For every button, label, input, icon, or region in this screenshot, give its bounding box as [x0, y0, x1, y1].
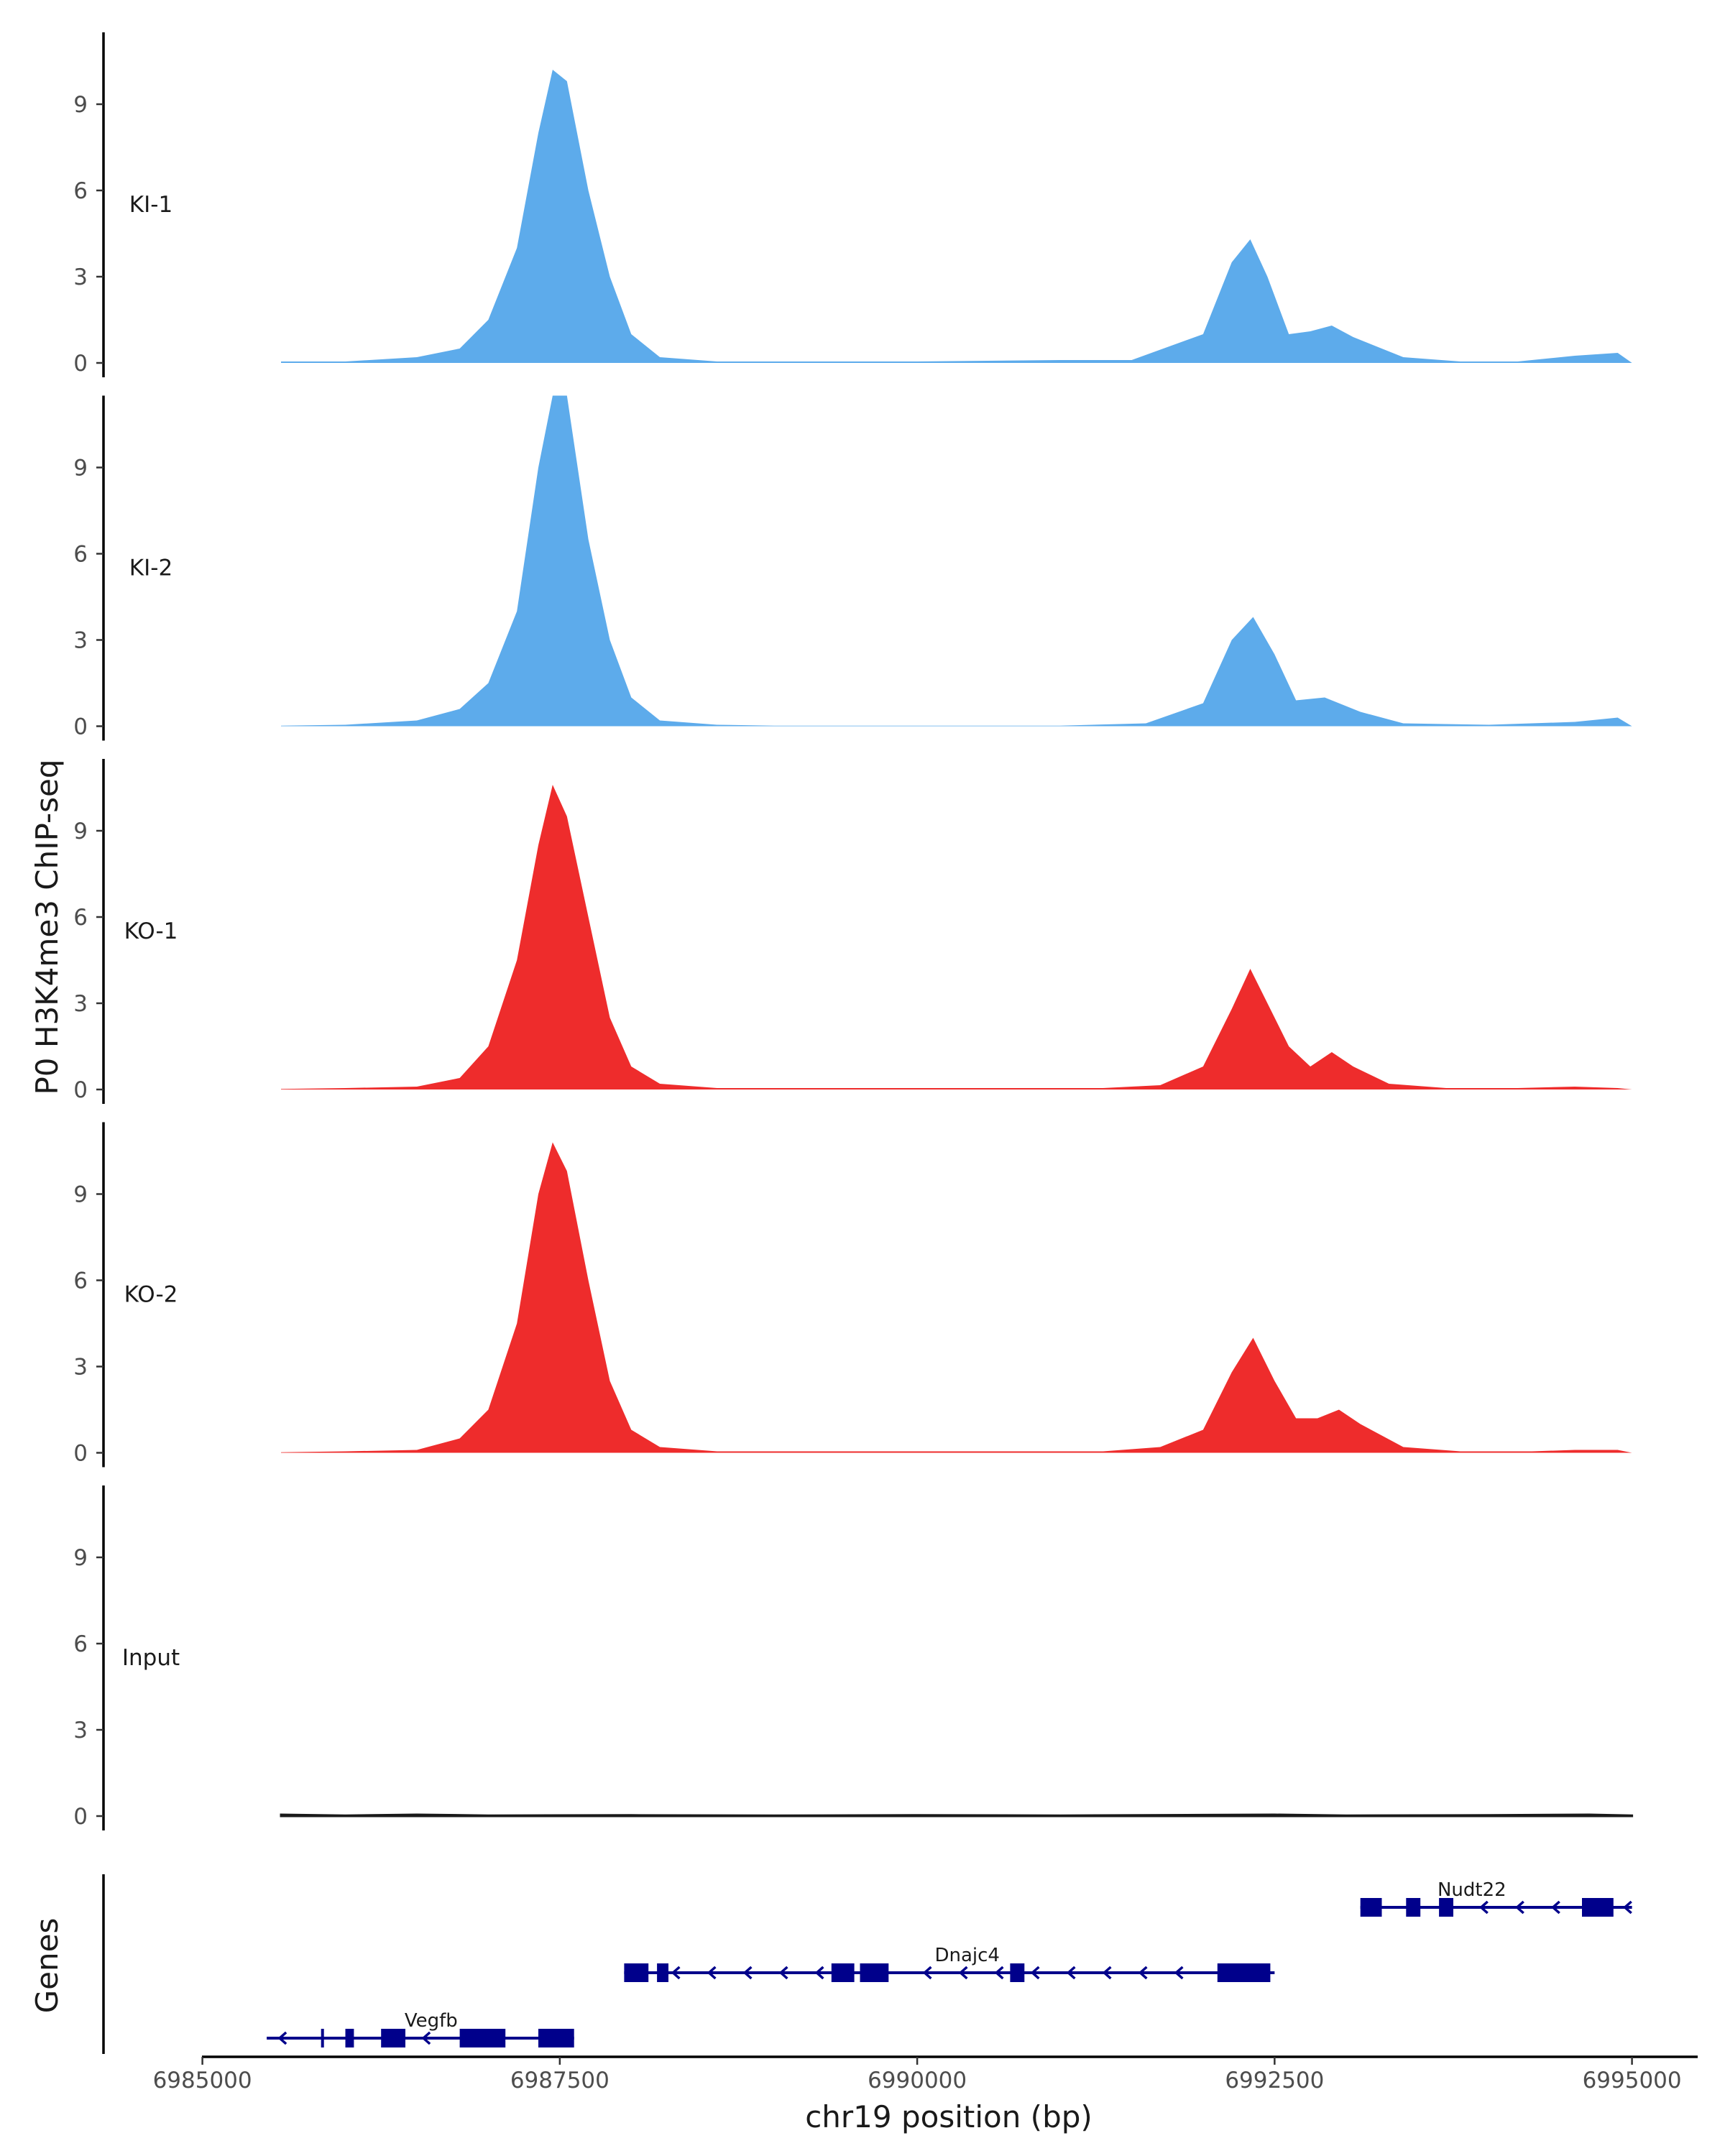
y-tick-label: 3 [73, 1718, 88, 1743]
strand-chevron [1174, 1966, 1184, 1980]
strand-chevron [1623, 1900, 1632, 1915]
y-tick-label: 3 [73, 264, 88, 290]
y-tick-label: 3 [73, 628, 88, 654]
y-tick-label: 0 [73, 1804, 88, 1830]
x-tick-label: 6990000 [868, 2068, 967, 2093]
strand-chevron [778, 1966, 788, 1980]
y-tick-label: 6 [73, 1268, 88, 1294]
exon-block [1406, 1898, 1421, 1917]
x-tick-label: 6995000 [1583, 2068, 1682, 2093]
track-label: KO-1 [124, 918, 178, 944]
x-tick-label: 6987500 [510, 2068, 610, 2093]
exon-block [1582, 1898, 1614, 1917]
y-tick-label: 9 [73, 819, 88, 844]
strand-chevron [277, 2031, 288, 2045]
genes-panel: Nudt22 Dnajc4 Vegfb [102, 1874, 1632, 2054]
x-tick-label: 6985000 [153, 2068, 252, 2093]
y-tick-label: 9 [73, 1545, 88, 1571]
y-tick-label: 3 [73, 1355, 88, 1381]
strand-chevron [671, 1966, 681, 1980]
exon-block [1439, 1898, 1453, 1917]
y-tick-label: 9 [73, 92, 88, 118]
y-axis-title: P0 H3K4me3 ChIP-seq [29, 759, 65, 1095]
track-ko-2: 0 3 6 9 KO-2 [73, 1122, 1632, 1468]
exon-block [1010, 1963, 1025, 1982]
y-tick-label: 0 [73, 1441, 88, 1467]
coverage-area [281, 1142, 1632, 1453]
strand-chevron [742, 1966, 753, 1980]
y-tick-label: 6 [73, 905, 88, 931]
x-axis: 6985000 6987500 6990000 6992500 6995000 [153, 2055, 1698, 2093]
y-tick-label: 9 [73, 456, 88, 482]
exon-block [831, 1963, 855, 1982]
track-ki-2: 0 3 6 9 KI-2 [73, 395, 1632, 741]
gene-vegfb: Vegfb [267, 2010, 574, 2047]
strand-chevron [1102, 1966, 1112, 1980]
track-ko-1: 0 3 6 9 KO-1 [73, 759, 1632, 1104]
coverage-area [281, 395, 1632, 727]
y-tick-label: 0 [73, 351, 88, 377]
y-tick-label: 0 [73, 714, 88, 740]
gene-nudt22: Nudt22 [1360, 1879, 1632, 1917]
exon-block [459, 2029, 506, 2047]
exon-block [1360, 1898, 1382, 1917]
exon-block [381, 2029, 405, 2047]
y-tick-label: 9 [73, 1182, 88, 1208]
strand-chevron [922, 1966, 932, 1980]
strand-chevron [994, 1966, 1004, 1980]
genes-axis-title: Genes [29, 1918, 65, 2014]
strand-chevron [1515, 1900, 1524, 1915]
strand-chevron [1551, 1900, 1560, 1915]
exon-block [345, 2029, 354, 2047]
strand-chevron [1066, 1966, 1076, 1980]
strand-chevron [958, 1966, 968, 1980]
coverage-area [281, 70, 1632, 363]
coverage-area [280, 1813, 1634, 1818]
exon-block [860, 1963, 889, 1982]
strand-chevron [707, 1966, 717, 1980]
x-axis-title: chr19 position (bp) [805, 2099, 1092, 2134]
exon-block [1217, 1963, 1271, 1982]
coverage-area [281, 785, 1632, 1089]
track-label: KO-2 [124, 1282, 178, 1308]
exon-block [321, 2029, 324, 2047]
exon-block [538, 2029, 574, 2047]
track-ki-1: 0 3 6 9 KI-1 [73, 32, 1632, 377]
y-tick-label: 6 [73, 1631, 88, 1657]
y-tick-label: 6 [73, 542, 88, 568]
track-label: KI-1 [129, 192, 172, 218]
gene-label: Nudt22 [1438, 1879, 1506, 1901]
strand-chevron [1138, 1966, 1148, 1980]
exon-block [624, 1963, 649, 1982]
track-input: 0 3 6 9 Input [73, 1485, 1634, 1830]
gene-label: Vegfb [405, 2010, 458, 2032]
y-tick-label: 0 [73, 1077, 88, 1103]
x-tick-label: 6992500 [1225, 2068, 1324, 2093]
y-tick-label: 3 [73, 991, 88, 1017]
exon-block [657, 1963, 668, 1982]
gene-dnajc4: Dnajc4 [624, 1945, 1275, 1982]
strand-chevron [1030, 1966, 1040, 1980]
coverage-tracks: 0 3 6 9 KI-1 0 3 6 9 KI-2 0 3 6 9 KO-1 0 3 6 9 KO-2 0 3 6 9 Inpu… [73, 32, 1634, 1830]
track-label: Input [122, 1645, 180, 1671]
strand-chevron [421, 2031, 431, 2045]
strand-chevron [814, 1966, 824, 1980]
strand-chevron [1479, 1900, 1489, 1915]
track-label: KI-2 [129, 556, 172, 581]
gene-label: Dnajc4 [934, 1945, 1000, 1966]
y-tick-label: 6 [73, 178, 88, 204]
